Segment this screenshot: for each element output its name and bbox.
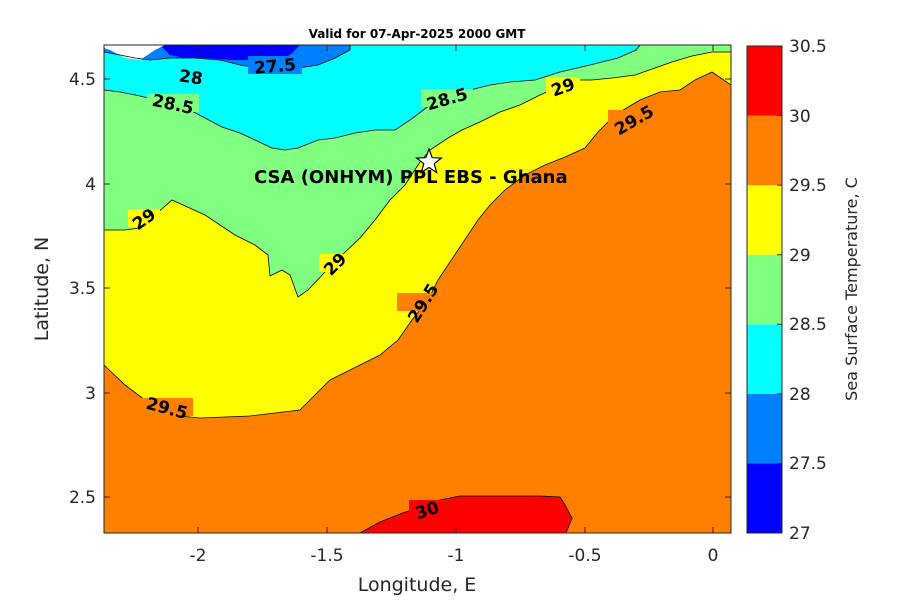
colorbar-segment [747,463,782,533]
contour-lines [104,45,731,533]
y-tick-label: 2.5 [69,488,96,508]
colorbar-tick-label: 29.5 [789,176,827,196]
chart-title: Valid for 07-Apr-2025 2000 GMT [309,27,527,41]
x-axis-label: Longitude, E [358,574,477,596]
contour-labels: 27.5 28 28.5 28.5 29 29 29 29.5 29.5 29.… [128,55,660,524]
colorbar-segment [747,254,782,325]
colorbar-segment [747,115,782,186]
x-tick-label: -0.5 [568,546,601,566]
colorbar-tick-label: 28.5 [789,315,827,335]
y-axis-label: Latitude, N [31,237,53,342]
colorbar-tick-label: 30.5 [789,37,827,57]
no-data-region [104,45,165,60]
y-tick-label: 3 [85,384,96,404]
colorbar: 27 27.5 28 28.5 29 29.5 30 30.5 Sea Surf… [746,37,861,544]
contour-label: 28 [178,66,204,89]
colorbar-tick-label: 27 [789,524,811,544]
y-tick-label: 3.5 [69,279,96,299]
x-axis [197,45,714,533]
colorbar-tick-label: 29 [789,246,811,266]
contour-label: 27.5 [253,55,297,79]
colorbar-segment [747,393,782,464]
colorbar-tick-label: 27.5 [789,454,827,474]
colorbar-segment [747,46,782,116]
y-axis [104,78,731,498]
site-label: CSA (ONHYM) PPL EBS - Ghana [254,167,568,188]
x-tick-label: -1.5 [310,546,343,566]
band-30-30.5 [360,496,572,533]
y-tick-label: 4.5 [69,70,96,90]
y-tick-label: 4 [85,175,96,195]
colorbar-label: Sea Surface Temperature, C [842,177,861,401]
contour-map: 27.5 28 28.5 28.5 29 29 29 29.5 29.5 29.… [104,45,731,533]
plot-frame [103,44,732,534]
colorbar-segment [747,324,782,394]
x-tick-label: -1 [448,546,465,566]
x-tick-label: 0 [708,546,719,566]
colorbar-segment [747,185,782,255]
x-tick-label: -2 [190,546,207,566]
band-28-28.5 [104,45,640,150]
colorbar-tick-label: 30 [789,107,811,127]
site-star-icon [414,147,444,174]
colorbar-tick-label: 28 [789,385,811,405]
